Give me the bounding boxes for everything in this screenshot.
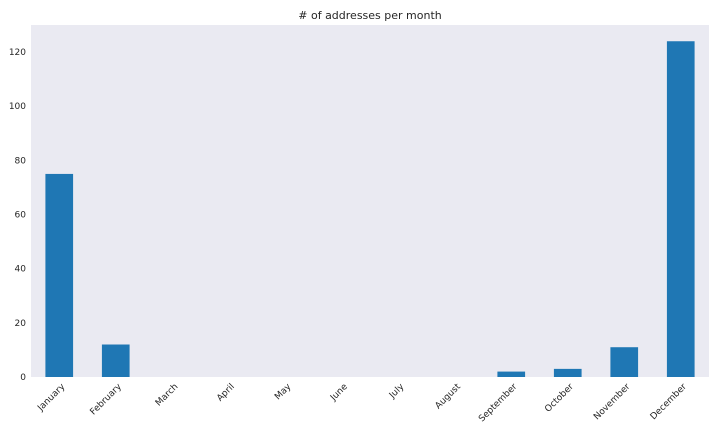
x-tick-label-november: November	[592, 382, 632, 422]
x-tick-label-march: March	[154, 382, 180, 408]
x-tick-label-december: December	[649, 382, 689, 422]
y-tick-label: 100	[9, 102, 26, 112]
bar-january	[45, 173, 74, 377]
bar-october	[553, 368, 582, 377]
x-tick-label-january: January	[35, 382, 67, 414]
bar-november	[610, 347, 639, 377]
bars	[45, 41, 695, 377]
x-tick-label-october: October	[543, 382, 576, 415]
x-tick-label-april: April	[215, 382, 237, 404]
bar-december	[666, 41, 695, 377]
y-axis: 0 20 40 60 80 100 120	[9, 48, 26, 383]
bar-february	[101, 344, 130, 377]
y-tick-label: 20	[15, 319, 27, 329]
plot-area	[31, 25, 709, 377]
x-tick-label-august: August	[434, 382, 464, 412]
x-tick-label-july: July	[387, 382, 407, 402]
chart-title: # of addresses per month	[298, 9, 442, 22]
y-tick-label: 0	[20, 373, 26, 383]
y-tick-label: 60	[15, 211, 27, 221]
x-axis: January February March April May June July Augu…	[35, 382, 689, 425]
y-tick-label: 40	[15, 265, 27, 275]
x-tick-label-june: June	[328, 382, 350, 404]
y-tick-label: 80	[15, 156, 27, 166]
x-tick-label-february: February	[89, 382, 125, 418]
x-tick-label-september: September	[477, 382, 519, 424]
x-tick-label-may: May	[273, 382, 294, 403]
bar-september	[497, 371, 526, 377]
y-tick-label: 120	[9, 48, 26, 58]
